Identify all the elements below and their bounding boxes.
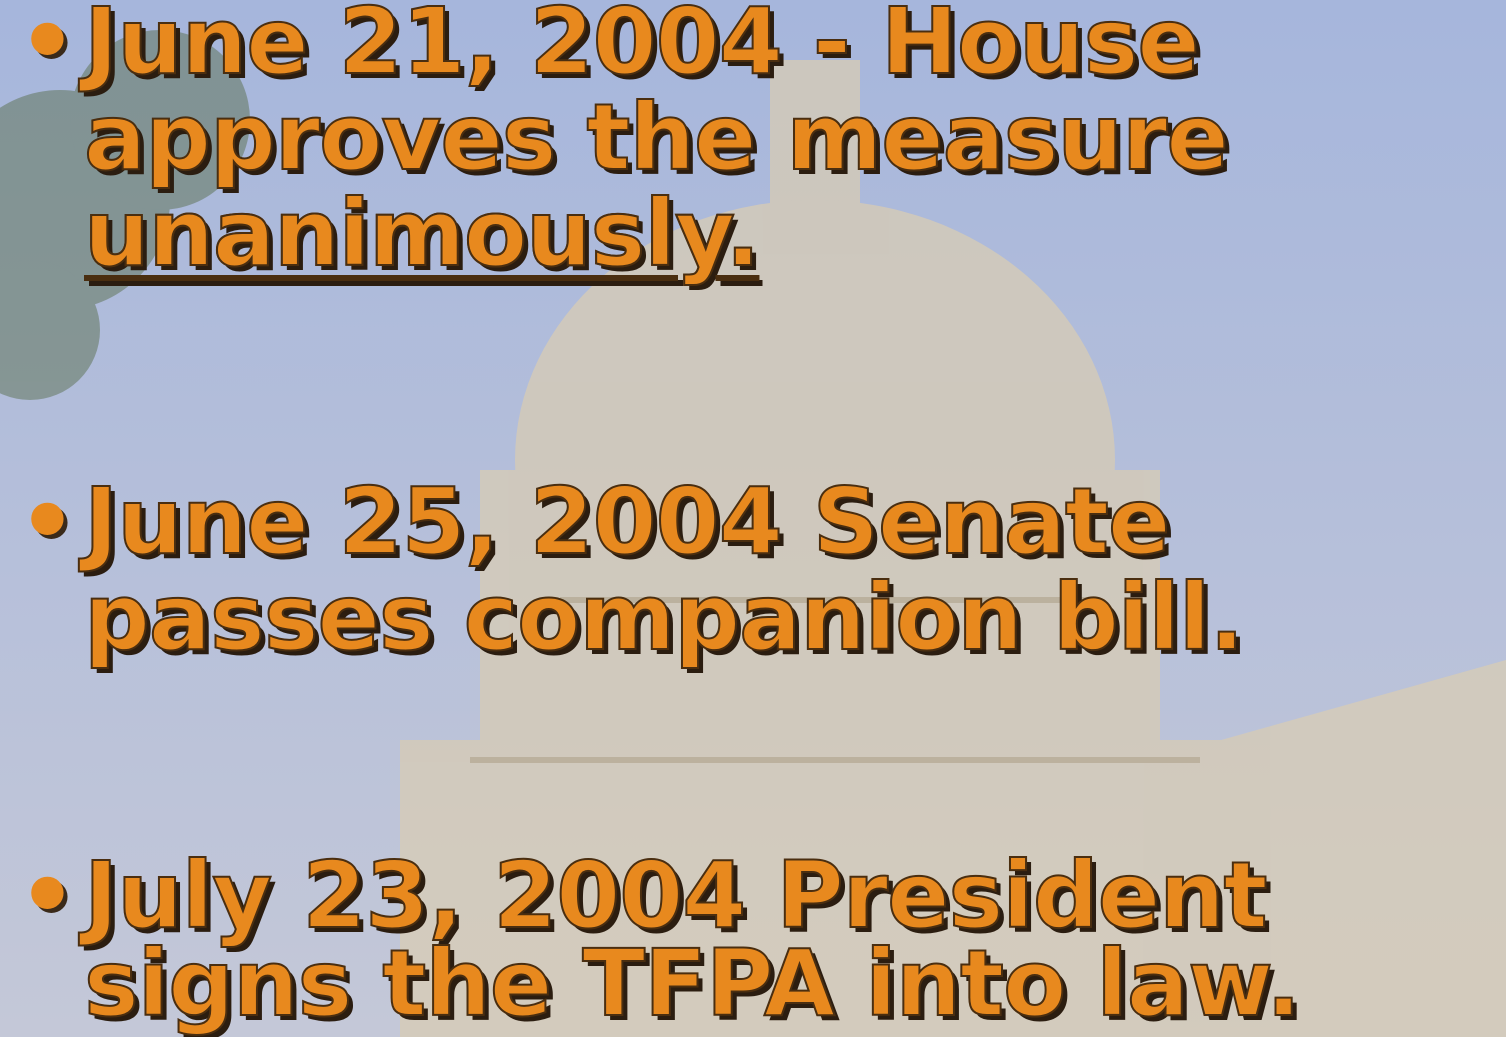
slide: • June 21, 2004 - House approves the mea… <box>0 0 1506 1037</box>
bullet-item: • June 21, 2004 - House approves the mea… <box>18 0 1228 282</box>
bullet-line: July 23, 2004 President <box>84 852 1300 940</box>
bullet-dot: • <box>18 0 78 90</box>
bullet-line: June 25, 2004 Senate <box>84 474 1243 570</box>
bullet-dot: • <box>18 852 78 940</box>
bullet-item: • June 25, 2004 Senate passes companion … <box>18 474 1243 666</box>
bullet-line: passes companion bill. <box>84 570 1243 666</box>
bullet-line: unanimously. <box>84 186 1228 282</box>
bullet-line: signs the TFPA into law. <box>84 940 1300 1028</box>
bullet-line: June 21, 2004 - House <box>84 0 1228 90</box>
bullet-dot: • <box>18 474 78 570</box>
bullet-line: approves the measure <box>84 90 1228 186</box>
underlined-text: unanimously. <box>84 180 759 287</box>
bullet-item: • July 23, 2004 President signs the TFPA… <box>18 852 1300 1028</box>
